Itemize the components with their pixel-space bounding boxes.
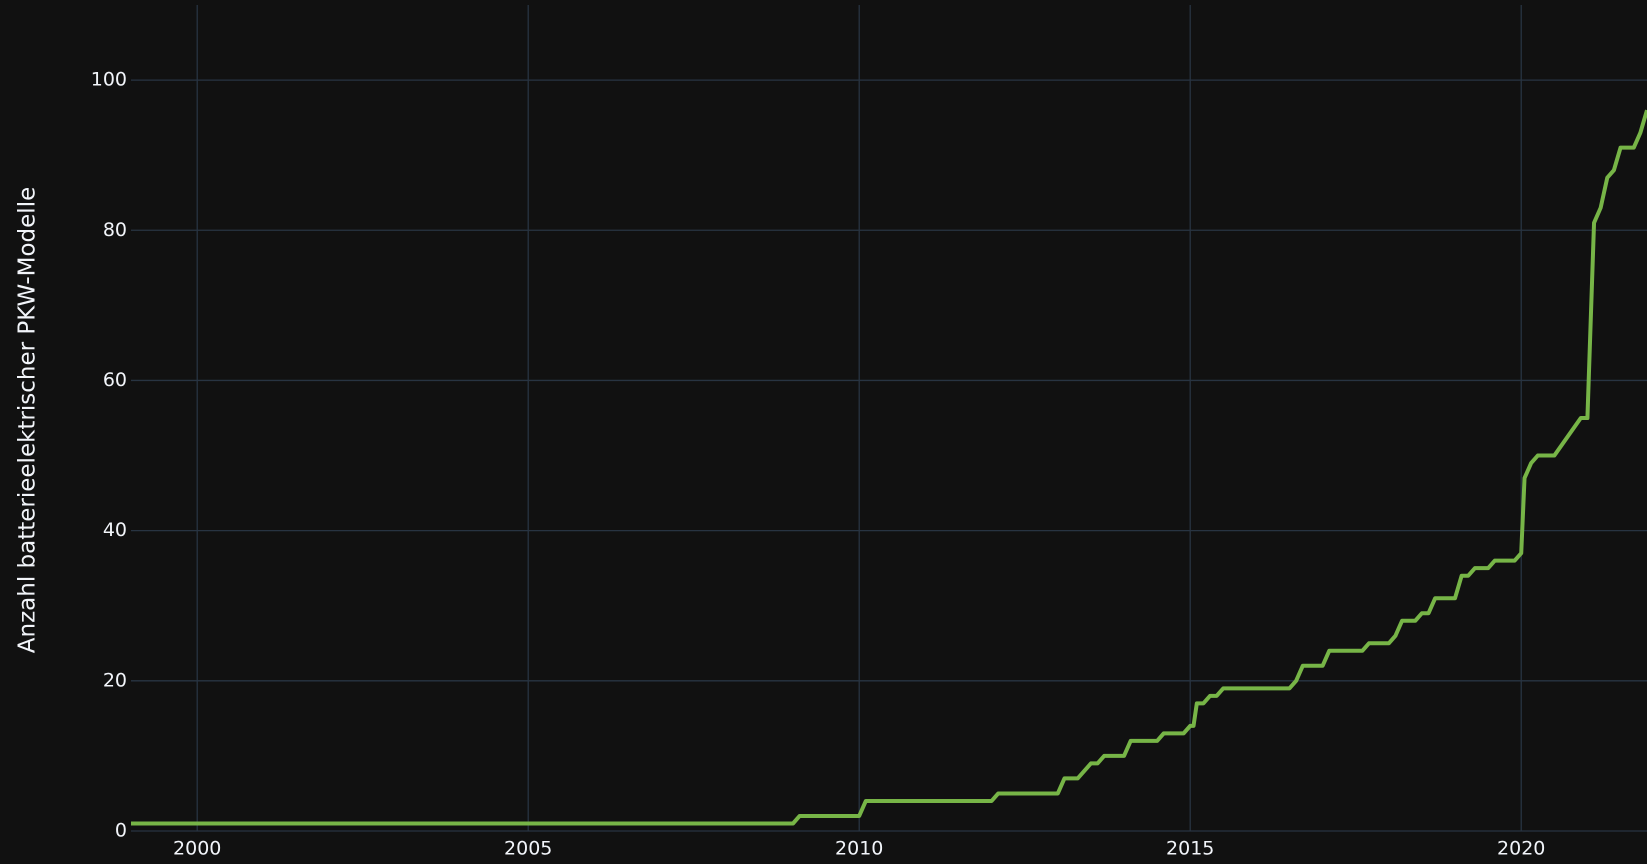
y-tick-label: 100: [91, 69, 127, 91]
y-tick-label: 20: [103, 669, 127, 691]
y-tick-label: 0: [115, 820, 127, 842]
x-tick-label: 2010: [835, 838, 883, 860]
y-axis-title: Anzahl batterieelektrischer PKW-Modelle: [15, 187, 41, 653]
data-line: [131, 109, 1647, 826]
x-tick-label: 2000: [173, 838, 221, 860]
x-tick-label: 2015: [1166, 838, 1214, 860]
x-tick-label: 2005: [504, 838, 552, 860]
y-tick-label: 40: [103, 519, 127, 541]
y-tick-label: 80: [103, 219, 127, 241]
y-tick-label: 60: [103, 369, 127, 391]
x-tick-label: 2020: [1497, 838, 1545, 860]
